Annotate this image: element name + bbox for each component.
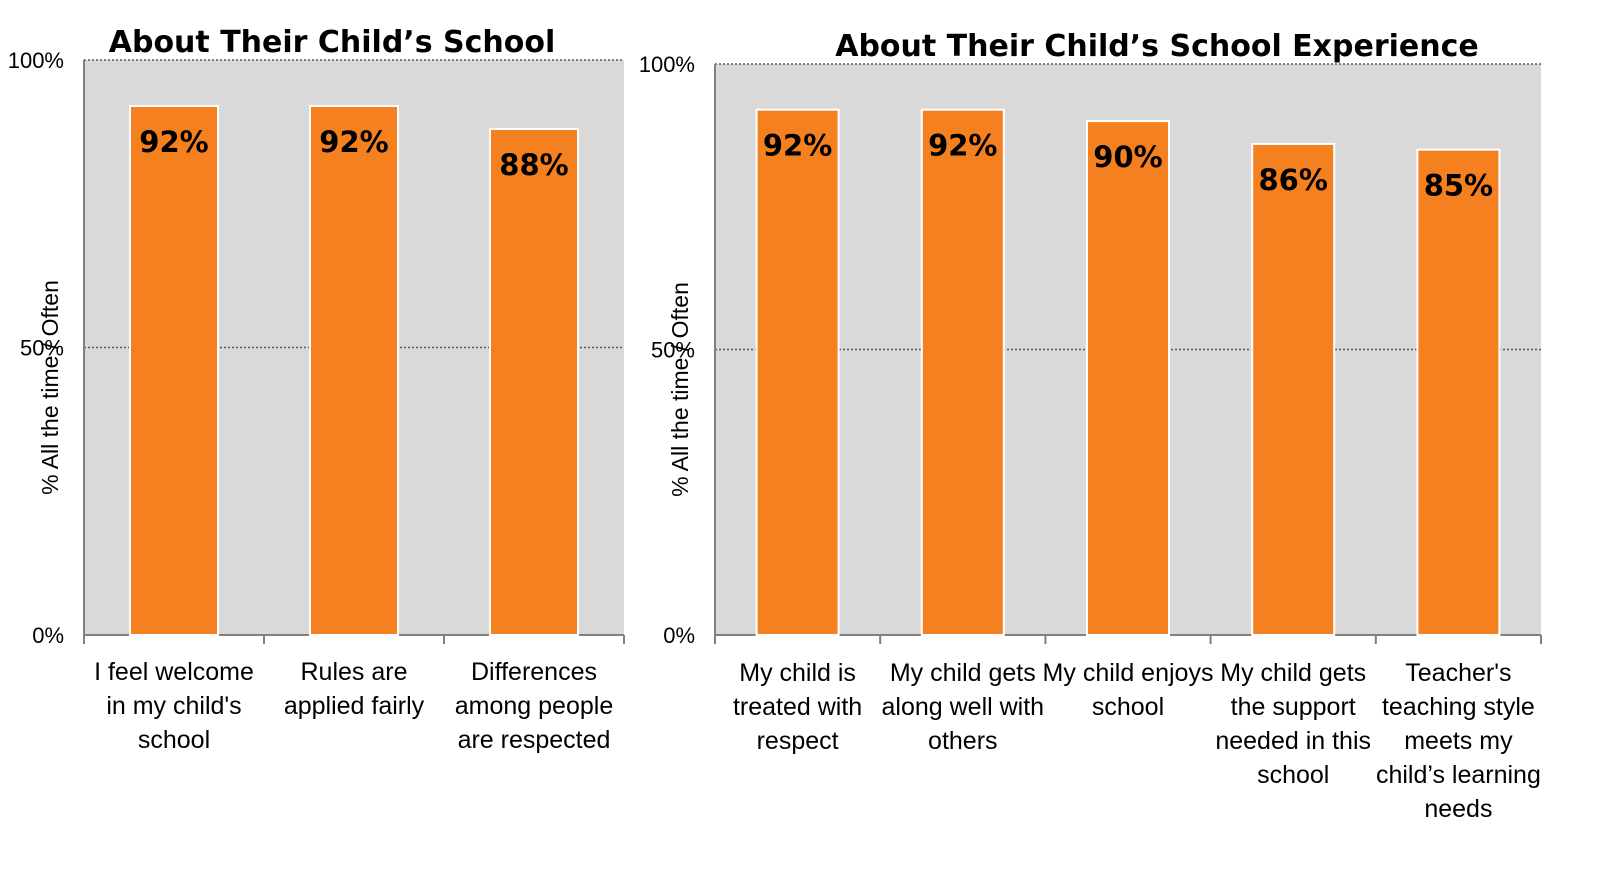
category-label: school	[138, 726, 210, 754]
category-label: school	[1257, 761, 1329, 789]
bar-data-label: 86%	[1258, 163, 1327, 197]
bar	[755, 108, 840, 637]
category-label: Teacher's	[1405, 659, 1511, 687]
category-label: teaching style	[1382, 693, 1535, 721]
category-label: child’s learning	[1376, 761, 1541, 789]
chart-title: About Their Child’s School	[109, 25, 556, 60]
category-label: needed in this	[1215, 727, 1371, 755]
category-label: My child enjoys	[1043, 659, 1214, 687]
bar	[1086, 120, 1170, 637]
y-axis-label: % All the time / Often	[667, 282, 693, 497]
category-label: among people	[455, 692, 613, 720]
category-label: in my child's	[106, 692, 241, 720]
category-label: the support	[1231, 693, 1356, 721]
category-label: respect	[757, 727, 839, 755]
bar-data-label: 85%	[1424, 169, 1493, 203]
category-label: needs	[1424, 795, 1492, 823]
y-tick-label: 0%	[663, 623, 695, 648]
category-label: I feel welcome	[94, 658, 254, 686]
y-tick-label: 50%	[20, 336, 64, 361]
bar-data-label: 90%	[1093, 140, 1162, 174]
y-tick-label: 100%	[8, 48, 64, 73]
bar	[129, 105, 219, 636]
bar-data-label: 88%	[499, 148, 568, 182]
chart-title: About Their Child’s School Experience	[835, 29, 1479, 64]
chart-about-school: 0% 50% 100% % All the time / Often About The…	[8, 25, 625, 754]
y-tick-label: 100%	[639, 52, 695, 77]
y-axis-label: % All the time / Often	[37, 280, 63, 495]
bar-data-label: 92%	[139, 125, 208, 159]
category-label: others	[928, 727, 997, 755]
y-tick-label: 0%	[32, 623, 64, 648]
bar	[1416, 148, 1501, 636]
category-label: Rules are	[301, 658, 408, 686]
bar-data-label: 92%	[928, 129, 997, 163]
y-tick-label: 50%	[651, 338, 695, 363]
category-label: school	[1092, 693, 1164, 721]
category-label: My child gets	[890, 659, 1036, 687]
category-label: applied fairly	[284, 692, 425, 720]
bar	[1251, 142, 1336, 636]
bar	[489, 128, 579, 636]
bar	[920, 108, 1005, 637]
category-label: My child is	[739, 659, 856, 687]
bar	[309, 105, 399, 636]
category-label: treated with	[733, 693, 862, 721]
category-label: along well with	[882, 693, 1045, 721]
chart-about-school-experience: 0% 50% 100% % All the time / Often About The…	[639, 29, 1542, 823]
bar-data-label: 92%	[763, 129, 832, 163]
category-label: My child gets	[1220, 659, 1366, 687]
category-label: meets my	[1404, 727, 1513, 755]
category-label: Differences	[471, 658, 597, 686]
bar-data-label: 92%	[319, 125, 388, 159]
category-label: are respected	[458, 726, 611, 754]
